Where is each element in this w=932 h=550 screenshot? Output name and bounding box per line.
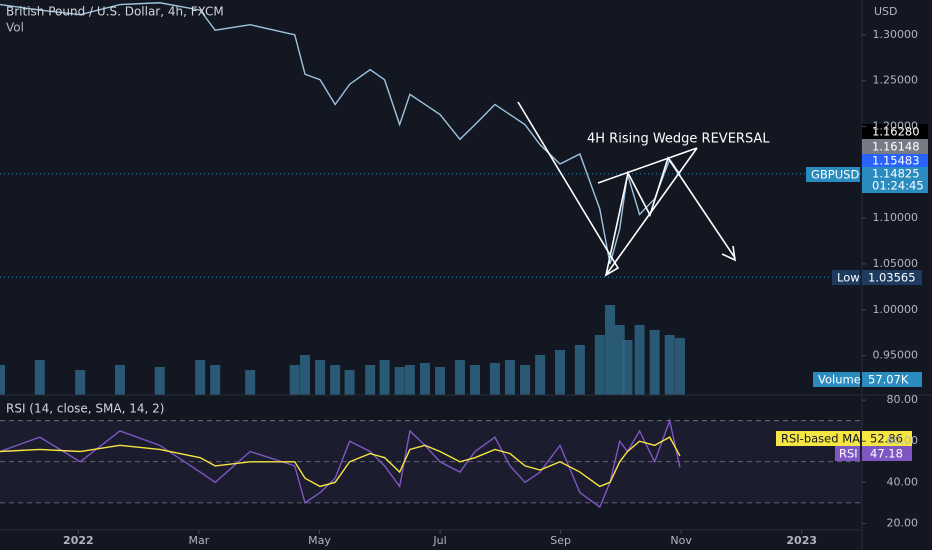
volume-bar [289,365,300,395]
volume-bar [489,363,500,395]
volume-bar [379,360,390,395]
volume-bar [535,355,546,395]
rsi-title: RSI (14, close, SMA, 14, 2) [6,402,164,416]
volume-bar [419,363,430,395]
y-tick-label: 60.00 [887,434,919,447]
x-tick-label: Mar [189,534,210,547]
y-tick-label: 1.30000 [873,28,919,41]
annotation: 4H Rising Wedge REVERSAL [587,132,770,147]
volume-bar [435,367,446,395]
volume-bar [195,360,206,395]
countdown: 01:24:45 [872,179,924,193]
x-tick-label: May [308,534,331,547]
wedge-lower [605,147,698,276]
tag: 1.16280 [872,125,920,139]
y-tick-label: 80.00 [887,393,919,406]
rsi-box [835,446,860,461]
volume-value-box [862,372,922,387]
volume-label: Volume [818,373,861,387]
y-tick-label: 0.95000 [873,349,919,362]
symbol: GBPUSD [811,168,859,182]
volume-bar [210,365,221,395]
ma-value: 52.86 [870,432,903,446]
price-tags: 1.16280 1.16148 1.15483 GBPUSD 1.14825 0… [776,124,928,461]
volume-bar [34,360,45,395]
x-tick-label: Nov [670,534,692,547]
volume-bar [394,367,405,395]
ma-label: RSI-based MA [781,432,860,446]
volume-bar [554,350,565,395]
volume-bar [649,330,660,395]
tag: 1.15483 [872,154,920,168]
volume-bar [330,365,341,395]
volume-bar [245,370,256,395]
tag-box [862,139,928,154]
y-tick-label: 1.25000 [873,74,919,87]
x-tick-label: 2022 [63,534,94,547]
volume-bar [634,325,645,395]
arrow-head [721,245,736,262]
rsi-label: RSI [839,447,858,461]
volume-bar [365,365,376,395]
ma-box [776,431,860,446]
volume-bar [622,340,633,395]
volume-bar [520,365,531,395]
volume-bar [574,345,585,395]
volume-bar [674,337,685,395]
volume-bar [614,325,625,395]
volume-bar [504,360,515,395]
rsi-value: 47.18 [870,447,903,461]
y-tick-label: 1.05000 [873,257,919,270]
rsi-value-box [862,446,912,461]
volume-bar [114,365,125,395]
volume-bar [300,355,311,395]
last-price: 1.14825 [872,167,920,181]
low-value: 1.03565 [868,271,916,285]
volume-box [813,372,860,387]
tag-box [862,154,928,168]
symbol-box [806,167,860,182]
subtitle: Vol [6,21,24,35]
volume-bar [454,360,465,395]
volume-bar [0,365,5,395]
low-value-box [862,270,922,285]
currency: USD [874,5,898,18]
wedge-upper [597,147,698,184]
volume-bar [315,360,326,395]
tag-box [862,124,928,139]
volume-bar [75,370,86,395]
volume-value: 57.07K [868,373,909,387]
x-tick-label: 2023 [786,534,817,547]
low-box [832,270,860,285]
ma-value-box [862,431,912,446]
y-tick-label: 1.20000 [873,119,919,132]
volume-bar [594,335,605,395]
x-tick-label: Sep [550,534,571,547]
chart-title: British Pound / U.S. Dollar, 4h, FXCM [6,5,224,19]
x-tick-label: Jul [432,534,446,547]
volume-bar [605,305,616,395]
volume-bar [664,335,675,395]
volume-bar [470,365,481,395]
rsi-band [0,420,862,503]
series-line [0,436,681,488]
y-tick-label: 40.00 [887,475,919,488]
last-box [862,167,928,193]
low-label: Low [837,271,860,285]
volume-bar [404,365,415,395]
series-line [0,2,681,265]
y-tick-label: 1.10000 [873,211,919,224]
volume-bar [344,370,355,395]
tag: 1.16148 [872,140,920,154]
y-tick-label: 1.00000 [873,303,919,316]
y-tick-label: 20.00 [887,516,919,529]
wedge-drawing [517,101,736,277]
volume-bar [154,367,165,395]
